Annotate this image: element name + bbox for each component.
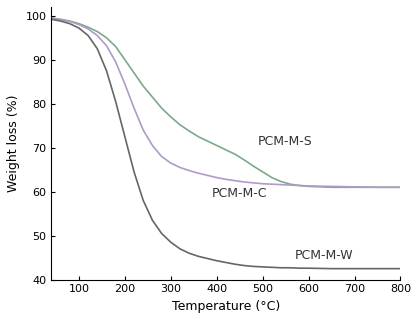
Y-axis label: Weight loss (%): Weight loss (%) — [7, 94, 20, 192]
X-axis label: Temperature (°C): Temperature (°C) — [172, 300, 280, 313]
Text: PCM-M-W: PCM-M-W — [295, 249, 354, 262]
Text: PCM-M-S: PCM-M-S — [258, 135, 313, 148]
Text: PCM-M-C: PCM-M-C — [212, 188, 268, 200]
